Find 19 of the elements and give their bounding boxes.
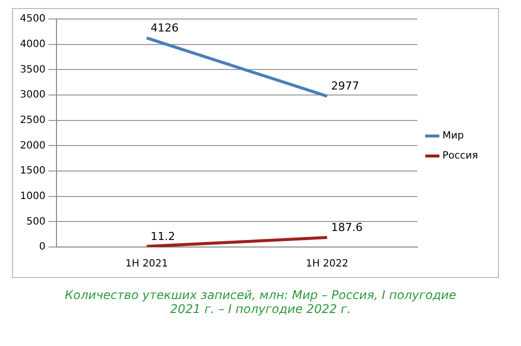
text: Количество утекших записей, млн: Мир – Россия, I полугодие 2021 г. – I полугодие 2022 г. [64, 288, 458, 316]
y-tick-label: 0 [39, 242, 46, 253]
x-tick-label: 1H 2022 [306, 258, 348, 270]
y-tick-label: 2000 [20, 140, 46, 152]
y-tick-label: 2500 [20, 114, 46, 126]
y-tick-label: 1500 [20, 166, 46, 177]
x-tick-label: 1H 2021 [125, 258, 168, 270]
legend-label: Мир [442, 130, 464, 142]
data-label: 187.6 [331, 220, 363, 234]
y-tick-label: 500 [26, 216, 46, 228]
y-tick-label: 1000 [20, 190, 46, 202]
data-label: 4126 [150, 21, 179, 34]
y-tick-label: 3000 [20, 90, 46, 101]
y-tick-label: 4000 [20, 38, 46, 50]
data-label: 11.2 [150, 230, 176, 243]
y-tick-label: 3500 [20, 64, 46, 76]
y-tick-label: 4500 [20, 14, 46, 25]
data-label: 2977 [331, 80, 360, 93]
legend-label: Россия [442, 150, 478, 162]
